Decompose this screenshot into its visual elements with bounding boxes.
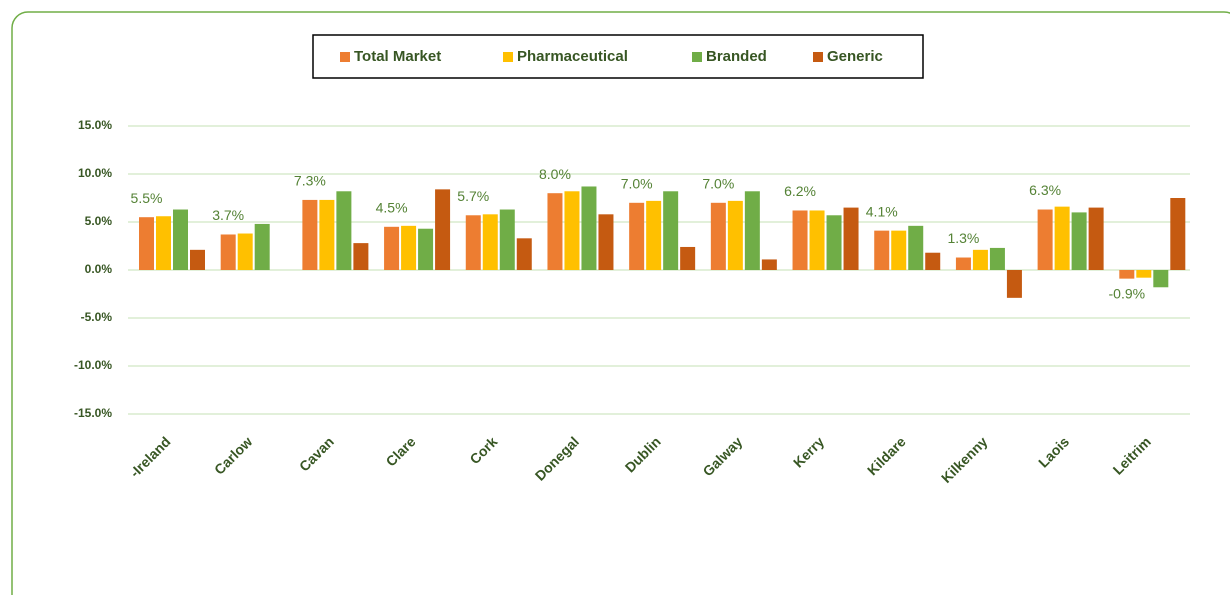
legend-swatch <box>340 52 350 62</box>
bar <box>1119 270 1135 279</box>
bar <box>1071 212 1087 270</box>
data-label: 4.1% <box>866 203 898 219</box>
legend-label: Total Market <box>354 48 441 65</box>
data-label: 8.0% <box>539 166 571 182</box>
bar <box>792 210 808 270</box>
bar <box>809 210 825 270</box>
y-tick-label: -10.0% <box>74 358 112 372</box>
y-tick-label: 10.0% <box>78 166 112 180</box>
bar <box>1054 206 1070 270</box>
bar <box>972 249 988 270</box>
data-label: 6.3% <box>1029 182 1061 198</box>
bar <box>646 200 662 270</box>
legend-swatch <box>813 52 823 62</box>
bar <box>1153 270 1169 288</box>
chart-frame <box>11 11 1230 600</box>
legend-label: Branded <box>706 48 767 65</box>
bar <box>254 223 270 270</box>
bar <box>874 230 890 270</box>
y-tick-label: 0.0% <box>85 262 113 276</box>
data-label: 7.0% <box>621 176 653 192</box>
bar <box>843 207 859 270</box>
bar <box>727 200 743 270</box>
bar <box>401 225 417 270</box>
legend-label: Generic <box>827 48 883 65</box>
bar <box>564 191 580 270</box>
bar <box>955 257 971 270</box>
bar <box>891 230 907 270</box>
bar <box>353 243 369 270</box>
bar <box>173 209 188 270</box>
data-label: -0.9% <box>1109 285 1146 301</box>
bar <box>1136 270 1152 278</box>
bar <box>156 216 171 270</box>
bar <box>1006 270 1022 298</box>
bar <box>826 215 842 270</box>
bar <box>547 193 563 270</box>
bar <box>680 246 696 270</box>
bar <box>384 226 400 270</box>
bar <box>761 259 777 270</box>
bars <box>139 186 1186 298</box>
bar <box>220 234 236 270</box>
bar <box>302 199 318 270</box>
bar <box>989 247 1005 270</box>
legend-label: Pharmaceutical <box>517 48 628 65</box>
legend-swatch <box>692 52 702 62</box>
bar <box>598 214 614 270</box>
data-label: 3.7% <box>212 207 244 223</box>
data-label: 7.3% <box>294 173 326 189</box>
bar <box>237 233 253 270</box>
bar <box>465 215 481 270</box>
bar <box>1170 198 1186 270</box>
bar <box>319 199 335 270</box>
data-label: 4.5% <box>376 200 408 216</box>
bar <box>139 217 154 270</box>
bar <box>629 202 645 270</box>
bar <box>190 249 205 270</box>
bar <box>744 191 760 270</box>
bar <box>336 191 352 270</box>
bar <box>663 191 679 270</box>
data-label: 5.7% <box>457 188 489 204</box>
bar <box>925 252 941 270</box>
bar <box>482 214 498 270</box>
y-tick-label: -15.0% <box>74 406 112 420</box>
bar <box>1037 209 1053 270</box>
bar <box>435 189 451 270</box>
legend-swatch <box>503 52 513 62</box>
bar <box>581 186 597 270</box>
data-label: 7.0% <box>702 176 734 192</box>
y-tick-label: 5.0% <box>85 214 113 228</box>
y-tick-label: -5.0% <box>81 310 113 324</box>
bar <box>710 202 726 270</box>
data-label: 5.5% <box>131 190 163 206</box>
data-label: 6.2% <box>784 183 816 199</box>
bar <box>516 238 532 270</box>
y-tick-label: 15.0% <box>78 118 112 132</box>
bar <box>1088 207 1104 270</box>
bar <box>499 209 515 270</box>
bar <box>908 225 924 270</box>
data-label: 1.3% <box>947 230 979 246</box>
bar <box>418 228 434 270</box>
